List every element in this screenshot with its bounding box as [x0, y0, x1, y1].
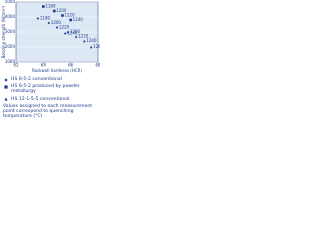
y-tick-label: 3000: [5, 29, 16, 34]
point: [66, 30, 70, 34]
point-label: 1240: [73, 17, 84, 22]
point-label: 1220: [59, 25, 70, 30]
y-tick-label: 5000: [5, 0, 16, 4]
point-label: 1220: [64, 13, 75, 18]
x-axis-label: Rockwell hardness (HCR): [32, 68, 82, 73]
x-tick-label: 64: [41, 63, 47, 68]
legend-marker: [4, 85, 8, 89]
legend: HS 6-5-2 conventional HS 6-5-2 produced b…: [3, 77, 98, 119]
point: [52, 9, 56, 13]
page: Bending strength (N/mm²) Rockwell hardne…: [0, 0, 100, 137]
y-tick-label: 2000: [5, 44, 16, 49]
point-label: 1240: [67, 31, 78, 36]
point: [69, 18, 72, 22]
point: [47, 21, 51, 25]
note: Values assigned to each measurement poin…: [3, 103, 93, 120]
x-tick-label: 66: [68, 63, 74, 68]
point: [63, 32, 67, 35]
legend-items: HS 6-5-2 conventional HS 6-5-2 produced b…: [3, 77, 98, 102]
point: [4, 97, 8, 101]
point-label: 1200: [70, 29, 81, 34]
x-tick-label: 68: [95, 63, 100, 68]
legend-label: HS 6-5-2 conventional: [11, 77, 62, 82]
point: [74, 35, 78, 38]
legend-entry: HS 6-5-2 conventional: [3, 77, 98, 82]
point: [89, 45, 93, 49]
point-label: 1180: [45, 4, 56, 9]
point: [36, 17, 40, 20]
y-axis-label: Bending strength (N/mm²): [1, 5, 6, 58]
point-label: 1200: [51, 20, 62, 25]
legend-entry: HS 6-5-2 produced by powder metallurgy: [3, 84, 98, 94]
y-tick-label: 4000: [5, 14, 16, 19]
point: [61, 14, 64, 17]
point: [55, 26, 59, 29]
chart: Bending strength (N/mm²) Rockwell hardne…: [1, 0, 100, 73]
legend-label: HS 6-5-2 produced by powder metallurgy: [11, 84, 80, 95]
point: [42, 5, 45, 8]
legend-entry: HS 12-1-5-5 conventional: [3, 97, 98, 102]
y-tick-label: 1000: [5, 59, 16, 64]
legend-marker: [4, 97, 8, 101]
point: [4, 77, 8, 82]
legend-marker: [4, 77, 8, 82]
point: [83, 39, 86, 43]
point-label: 1200: [56, 8, 67, 13]
x-tick-label: 62: [13, 63, 19, 68]
point-label: 1260: [93, 44, 100, 49]
point: [4, 85, 8, 89]
legend-label: HS 12-1-5-5 conventional: [11, 96, 70, 102]
point-label: 1180: [40, 16, 51, 21]
point-label: 1220: [78, 34, 89, 39]
point-label: 1240: [86, 38, 97, 43]
